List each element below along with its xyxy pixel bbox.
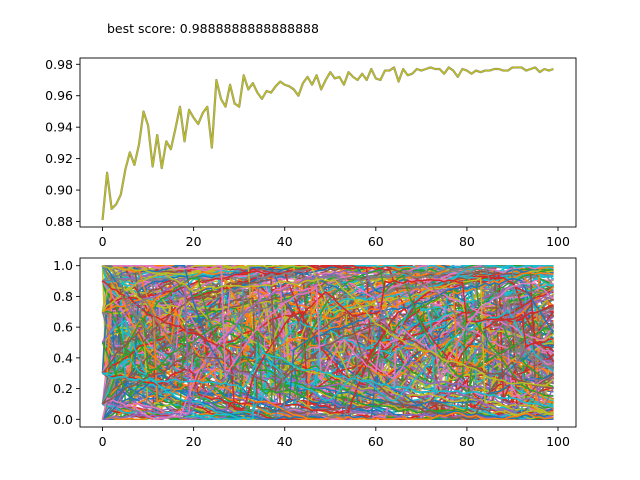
score-line xyxy=(101,66,554,221)
bottom-ytick-label-4: 0.8 xyxy=(53,289,73,304)
trajectory-line-183 xyxy=(102,264,554,410)
bottom-ytick-label-0: 0.0 xyxy=(53,412,73,427)
top-ytick-label-4: 0.96 xyxy=(45,88,73,103)
bottom-trajectories-plot: 0 20 40 60 80 100 0.0 0.2 0.4 0.6 0.8 1.0 xyxy=(53,257,577,449)
trajectory-line-259 xyxy=(102,352,554,408)
top-xtick-label-0: 0 xyxy=(99,234,107,249)
top-xtick-label-60: 60 xyxy=(368,234,384,249)
bottom-ytick-label-2: 0.4 xyxy=(53,350,73,365)
top-ytick-label-1: 0.90 xyxy=(45,183,73,198)
trajectory-line-251 xyxy=(102,264,554,421)
trajectory-line-179 xyxy=(101,270,555,416)
trajectory-line-258 xyxy=(102,265,554,387)
trajectory-line-242 xyxy=(101,276,554,420)
top-xtick-label-20: 20 xyxy=(186,234,202,249)
trajectory-line-232 xyxy=(102,278,554,409)
top-series-group xyxy=(101,66,554,221)
trajectory-line-248 xyxy=(101,264,554,416)
trajectory-line-217 xyxy=(102,270,555,417)
top-xtick-label-40: 40 xyxy=(277,234,293,249)
bottom-xtick-label-60: 60 xyxy=(368,434,384,449)
bottom-ytick-label-5: 1.0 xyxy=(53,258,73,273)
top-score-plot: 0 20 40 60 80 100 0.88 0.90 0.92 0.94 0.96 0.98 xyxy=(45,57,577,249)
bottom-xtick-label-20: 20 xyxy=(186,434,202,449)
trajectory-line-197 xyxy=(101,299,555,413)
trajectory-line-253 xyxy=(102,279,554,411)
bottom-xtick-label-100: 100 xyxy=(546,434,570,449)
top-xtick-label-100: 100 xyxy=(546,234,570,249)
trajectory-line-220 xyxy=(101,266,554,421)
trajectory-line-245 xyxy=(101,278,555,421)
trajectory-line-246 xyxy=(101,271,555,421)
trajectory-line-254 xyxy=(101,269,555,412)
best-score-text: best score: 0.9888888888888888 xyxy=(107,21,319,36)
bottom-xtick-label-80: 80 xyxy=(459,434,475,449)
trajectory-line-249 xyxy=(102,309,554,421)
bottom-series-group xyxy=(101,264,555,421)
bottom-xtick-label-40: 40 xyxy=(277,434,293,449)
trajectory-line-244 xyxy=(102,358,555,417)
bottom-frame xyxy=(79,257,577,428)
trajectory-line-188 xyxy=(101,269,554,421)
top-xtick-label-80: 80 xyxy=(459,234,475,249)
trajectory-line-193 xyxy=(102,353,555,421)
top-ytick-label-2: 0.92 xyxy=(45,151,73,166)
bottom-xtick-label-0: 0 xyxy=(99,434,107,449)
bottom-ytick-label-3: 0.6 xyxy=(53,320,73,335)
trajectory-line-256 xyxy=(102,264,554,381)
top-frame xyxy=(79,57,577,228)
bottom-ytick-label-1: 0.2 xyxy=(53,381,73,396)
top-ytick-label-3: 0.94 xyxy=(45,120,73,135)
trajectory-line-257 xyxy=(102,264,554,419)
trajectory-line-166 xyxy=(102,284,554,400)
top-ytick-label-0: 0.88 xyxy=(45,214,73,229)
top-ytick-label-5: 0.98 xyxy=(45,57,73,72)
trajectory-line-255 xyxy=(102,321,554,405)
trajectory-line-250 xyxy=(102,264,555,413)
trajectory-line-247 xyxy=(101,265,554,369)
